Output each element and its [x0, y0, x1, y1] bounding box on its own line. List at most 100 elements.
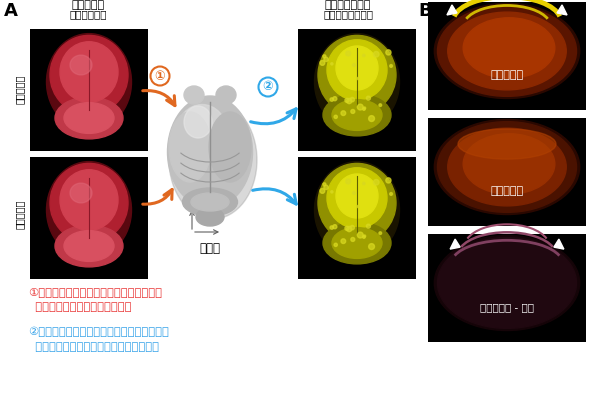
Text: A: A [4, 2, 18, 20]
Bar [30, 29, 148, 151]
Ellipse shape [327, 40, 387, 100]
Circle shape [357, 205, 359, 207]
Text: （構造情報）: （構造情報） [69, 9, 107, 19]
Ellipse shape [184, 106, 212, 138]
Ellipse shape [323, 94, 391, 136]
Text: ①: ① [155, 69, 166, 83]
Text: 光刺激あり - なし: 光刺激あり - なし [480, 302, 534, 312]
Circle shape [346, 51, 350, 56]
Circle shape [362, 182, 365, 185]
Circle shape [333, 225, 337, 229]
Ellipse shape [437, 122, 577, 212]
Ellipse shape [196, 208, 224, 226]
Circle shape [368, 244, 374, 249]
Circle shape [364, 107, 365, 109]
Ellipse shape [314, 162, 400, 259]
Circle shape [151, 67, 170, 85]
Circle shape [330, 226, 334, 229]
Ellipse shape [209, 112, 251, 182]
Ellipse shape [458, 129, 556, 159]
Ellipse shape [169, 101, 257, 219]
Ellipse shape [314, 34, 400, 130]
Polygon shape [557, 5, 567, 15]
Circle shape [331, 63, 333, 65]
Circle shape [345, 98, 349, 103]
Circle shape [324, 57, 328, 61]
Circle shape [373, 180, 379, 185]
Ellipse shape [437, 6, 577, 97]
Text: 光刺激なし: 光刺激なし [490, 186, 524, 196]
Text: 光刺激なし: 光刺激なし [15, 200, 25, 229]
Ellipse shape [434, 235, 580, 330]
Ellipse shape [167, 96, 253, 208]
Ellipse shape [50, 164, 128, 243]
Ellipse shape [336, 46, 378, 90]
Circle shape [353, 63, 355, 67]
Ellipse shape [463, 18, 555, 78]
Polygon shape [554, 239, 564, 249]
Bar [298, 29, 416, 151]
Circle shape [367, 96, 370, 100]
Text: 全脳核染色: 全脳核染色 [71, 0, 104, 10]
Text: B: B [418, 2, 431, 20]
Circle shape [324, 185, 328, 190]
Ellipse shape [64, 103, 114, 133]
Circle shape [333, 97, 337, 101]
Ellipse shape [434, 119, 580, 215]
Circle shape [320, 188, 325, 194]
Ellipse shape [463, 134, 555, 194]
Circle shape [331, 191, 333, 193]
Circle shape [323, 55, 326, 58]
Ellipse shape [434, 4, 580, 99]
Ellipse shape [191, 193, 229, 211]
Ellipse shape [323, 222, 391, 264]
Ellipse shape [50, 36, 128, 115]
Ellipse shape [182, 188, 238, 216]
Ellipse shape [47, 34, 131, 130]
Circle shape [350, 97, 355, 102]
Ellipse shape [47, 162, 131, 259]
Circle shape [345, 226, 349, 230]
Circle shape [347, 226, 352, 232]
Text: ①構造情報を脳の標準イメージに投射して
  形や位置を合わせる（標準化）: ①構造情報を脳の標準イメージに投射して 形や位置を合わせる（標準化） [28, 287, 162, 312]
Circle shape [362, 108, 365, 111]
Bar [428, 234, 586, 342]
Circle shape [351, 109, 355, 113]
Circle shape [364, 235, 365, 237]
Circle shape [362, 54, 365, 57]
Bar [298, 157, 416, 279]
Circle shape [347, 98, 352, 104]
Circle shape [350, 225, 355, 230]
Circle shape [367, 224, 370, 228]
Circle shape [357, 77, 359, 80]
Ellipse shape [169, 112, 211, 182]
Circle shape [323, 183, 326, 186]
Text: ②: ② [263, 81, 274, 93]
Ellipse shape [448, 12, 566, 90]
Circle shape [379, 232, 382, 235]
Bar [30, 157, 148, 279]
Ellipse shape [327, 168, 387, 228]
Circle shape [320, 61, 325, 65]
Circle shape [353, 192, 355, 194]
Text: 蛍光タンパク質: 蛍光タンパク質 [325, 0, 371, 10]
Text: ②標準化の計算式を蛍光タンパク質の３次元
  イメージに適応して、同じく標準化する: ②標準化の計算式を蛍光タンパク質の３次元 イメージに適応して、同じく標準化する [28, 327, 169, 352]
Ellipse shape [318, 36, 396, 115]
Text: 標準脳: 標準脳 [199, 242, 221, 255]
Circle shape [386, 178, 391, 183]
Ellipse shape [318, 164, 396, 243]
Circle shape [334, 243, 337, 247]
Circle shape [373, 51, 379, 57]
Circle shape [341, 111, 346, 116]
Circle shape [386, 50, 391, 55]
Ellipse shape [60, 170, 118, 230]
Ellipse shape [70, 183, 92, 203]
Circle shape [358, 232, 363, 238]
Circle shape [330, 98, 334, 101]
Ellipse shape [448, 128, 566, 206]
Circle shape [362, 236, 365, 238]
Ellipse shape [60, 42, 118, 102]
Circle shape [346, 179, 350, 184]
Circle shape [379, 104, 382, 107]
Text: 光刺激あり: 光刺激あり [490, 71, 524, 81]
